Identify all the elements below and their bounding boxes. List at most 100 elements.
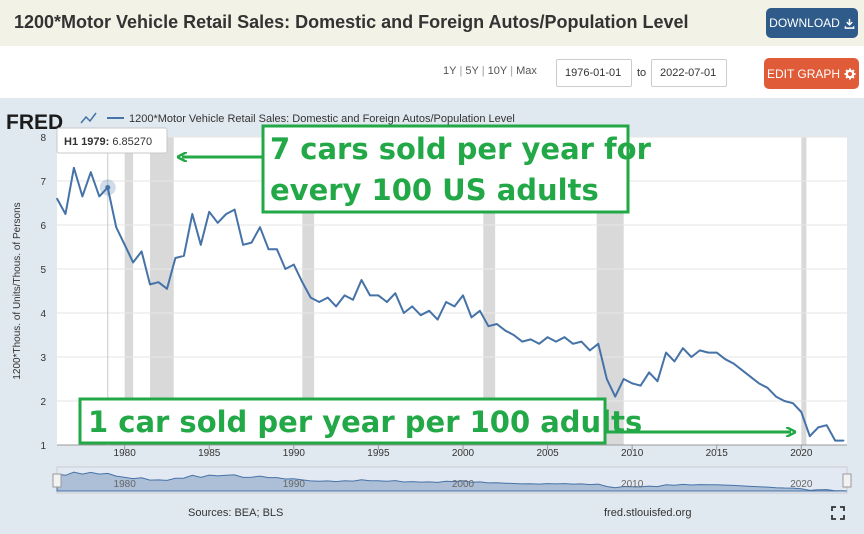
end-date-input[interactable]: 2022-07-01 bbox=[651, 59, 727, 87]
edit-graph-button[interactable]: EDIT GRAPH bbox=[764, 58, 859, 89]
data-point bbox=[732, 362, 735, 365]
title-bar: 1200*Motor Vehicle Retail Sales: Domesti… bbox=[0, 0, 864, 46]
x-tick-label: 2015 bbox=[706, 448, 729, 459]
hover-dot bbox=[105, 184, 111, 190]
data-point bbox=[758, 382, 760, 385]
navigator-series bbox=[56, 471, 848, 492]
data-point bbox=[580, 340, 583, 343]
data-point bbox=[360, 279, 363, 281]
range-max[interactable]: Max bbox=[516, 65, 537, 77]
data-point bbox=[56, 197, 58, 200]
annotation-top: 7 cars sold per year for every 100 US ad… bbox=[182, 124, 652, 214]
data-point bbox=[589, 349, 591, 352]
data-point bbox=[377, 294, 380, 297]
x-tick-label: 1980 bbox=[114, 448, 137, 459]
edit-graph-label: EDIT GRAPH bbox=[766, 66, 841, 81]
navigator-ticks: 1980 1990 2000 2010 2020 bbox=[114, 479, 813, 490]
range-1y[interactable]: 1Y bbox=[443, 65, 457, 77]
data-point bbox=[512, 334, 515, 336]
data-point bbox=[665, 351, 667, 354]
data-point bbox=[369, 294, 371, 297]
data-point bbox=[682, 347, 684, 350]
data-point bbox=[800, 411, 803, 413]
data-point bbox=[724, 358, 727, 361]
x-tick-label: 1995 bbox=[367, 448, 390, 459]
navigator-tick-label: 2020 bbox=[790, 479, 813, 490]
data-point bbox=[479, 310, 481, 312]
recession-band bbox=[124, 137, 134, 445]
download-label: DOWNLOAD bbox=[769, 16, 840, 30]
data-point bbox=[98, 195, 101, 198]
data-point bbox=[132, 261, 134, 264]
data-point bbox=[394, 292, 397, 295]
range-5y[interactable]: 5Y bbox=[465, 65, 479, 77]
data-point bbox=[555, 340, 557, 343]
page-title: 1200*Motor Vehicle Retail Sales: Domesti… bbox=[14, 12, 689, 32]
sources-text: Sources: BEA; BLS bbox=[188, 507, 284, 519]
data-point bbox=[149, 283, 151, 286]
range-10y[interactable]: 10Y bbox=[487, 65, 508, 77]
tooltip: H1 1979: 6.85270 bbox=[56, 127, 168, 154]
data-point bbox=[808, 435, 811, 438]
data-point bbox=[563, 336, 566, 339]
data-point bbox=[225, 213, 227, 215]
data-point bbox=[90, 171, 92, 173]
y-tick-label: 3 bbox=[40, 353, 46, 364]
x-tick-label: 2010 bbox=[621, 448, 644, 459]
data-point bbox=[775, 395, 777, 398]
data-point bbox=[462, 294, 464, 297]
x-tick-label: 1990 bbox=[283, 448, 306, 459]
data-point bbox=[436, 318, 439, 321]
data-point bbox=[749, 376, 752, 378]
fred-site-link[interactable]: fred.stlouisfed.org bbox=[604, 507, 692, 519]
navigator-handle-left[interactable] bbox=[52, 473, 62, 488]
start-date-input[interactable]: 1976-01-01 bbox=[556, 59, 632, 87]
data-point bbox=[741, 369, 743, 372]
gear-icon bbox=[844, 68, 856, 79]
data-point bbox=[267, 248, 270, 250]
tooltip-label: H1 1979: bbox=[64, 136, 109, 148]
y-axis-ticks: 1 2 3 4 5 6 7 8 bbox=[40, 133, 46, 452]
navigator-tick-label: 2010 bbox=[621, 479, 644, 490]
data-point bbox=[597, 343, 600, 345]
data-point bbox=[783, 400, 786, 402]
data-point bbox=[326, 296, 329, 299]
download-button[interactable]: DOWNLOAD bbox=[766, 8, 858, 38]
y-tick-label: 5 bbox=[40, 265, 46, 276]
svg-text:H1 1979: 6.85270: H1 1979: 6.85270 bbox=[64, 136, 152, 148]
data-point bbox=[411, 305, 414, 308]
navigator-handle-right[interactable] bbox=[842, 473, 852, 488]
y-tick-label: 8 bbox=[40, 133, 46, 144]
range-navigator[interactable]: 1980 1990 2000 2010 2020 bbox=[52, 466, 852, 494]
data-point bbox=[673, 360, 676, 363]
fullscreen-icon[interactable] bbox=[831, 506, 845, 520]
x-axis-ticks: 1980 1985 1990 1995 2000 2005 2010 2015 2020 bbox=[57, 444, 847, 459]
fred-logo: FRED bbox=[6, 111, 97, 134]
data-point bbox=[140, 250, 143, 253]
data-point bbox=[690, 356, 693, 358]
y-tick-label: 6 bbox=[40, 221, 46, 232]
data-points bbox=[56, 167, 845, 442]
data-point bbox=[259, 226, 261, 228]
data-point bbox=[817, 426, 820, 429]
data-point bbox=[792, 402, 794, 405]
x-tick-label: 2000 bbox=[452, 448, 475, 459]
x-tick-label: 2020 bbox=[790, 448, 813, 459]
data-point bbox=[123, 244, 126, 246]
svg-text:FRED: FRED bbox=[6, 111, 63, 134]
data-point bbox=[428, 310, 430, 312]
navigator-tick-label: 1990 bbox=[283, 479, 306, 490]
to-label: to bbox=[637, 67, 647, 79]
navigator-tick-label: 2000 bbox=[452, 479, 475, 490]
data-point bbox=[208, 211, 211, 213]
tooltip-value: 6.85270 bbox=[112, 136, 152, 148]
data-point bbox=[614, 395, 617, 398]
series-line bbox=[56, 166, 844, 442]
data-point bbox=[183, 255, 185, 257]
data-point bbox=[115, 226, 118, 228]
data-point bbox=[402, 312, 405, 314]
data-point bbox=[529, 338, 532, 341]
data-point bbox=[622, 378, 625, 380]
data-point bbox=[174, 257, 177, 259]
data-point bbox=[648, 371, 650, 374]
